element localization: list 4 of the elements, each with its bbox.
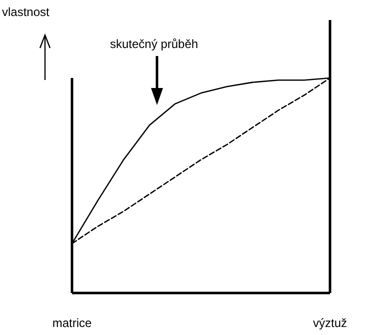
y-axis-title: vlastnost: [2, 5, 50, 19]
x-tick-label: matrice: [52, 316, 92, 330]
x-tick-label: výztuž: [312, 316, 348, 330]
text: skutečný průběh: [110, 37, 198, 51]
